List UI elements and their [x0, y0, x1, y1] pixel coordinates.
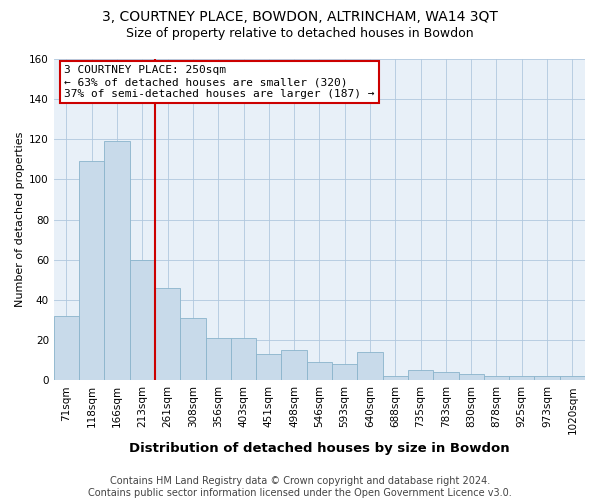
Bar [358, 352, 383, 380]
Text: 3 COURTNEY PLACE: 250sqm
← 63% of detached houses are smaller (320)
37% of semi-: 3 COURTNEY PLACE: 250sqm ← 63% of detach… [64, 66, 375, 98]
Bar [433, 372, 458, 380]
Bar [535, 376, 560, 380]
Text: Size of property relative to detached houses in Bowdon: Size of property relative to detached ho… [126, 28, 474, 40]
Bar [332, 364, 358, 380]
Bar [458, 374, 484, 380]
Bar [206, 338, 231, 380]
Bar [281, 350, 307, 380]
X-axis label: Distribution of detached houses by size in Bowdon: Distribution of detached houses by size … [129, 442, 510, 455]
Bar [79, 162, 104, 380]
Bar [307, 362, 332, 380]
Bar [155, 288, 180, 380]
Bar [180, 318, 206, 380]
Bar [54, 316, 79, 380]
Y-axis label: Number of detached properties: Number of detached properties [15, 132, 25, 308]
Bar [560, 376, 585, 380]
Text: Contains HM Land Registry data © Crown copyright and database right 2024.
Contai: Contains HM Land Registry data © Crown c… [88, 476, 512, 498]
Bar [509, 376, 535, 380]
Bar [231, 338, 256, 380]
Bar [256, 354, 281, 380]
Bar [408, 370, 433, 380]
Bar [383, 376, 408, 380]
Bar [484, 376, 509, 380]
Bar [130, 260, 155, 380]
Bar [104, 142, 130, 380]
Text: 3, COURTNEY PLACE, BOWDON, ALTRINCHAM, WA14 3QT: 3, COURTNEY PLACE, BOWDON, ALTRINCHAM, W… [102, 10, 498, 24]
